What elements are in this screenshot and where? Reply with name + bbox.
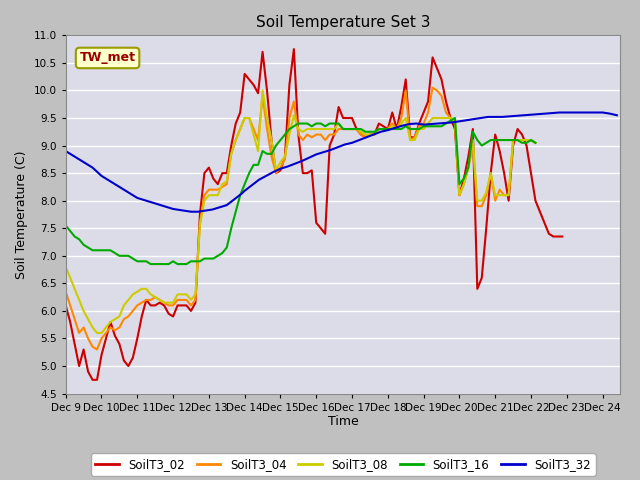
Y-axis label: Soil Temperature (C): Soil Temperature (C) — [15, 150, 28, 279]
X-axis label: Time: Time — [328, 415, 358, 429]
Text: TW_met: TW_met — [79, 51, 136, 64]
Title: Soil Temperature Set 3: Soil Temperature Set 3 — [256, 15, 430, 30]
Legend: SoilT3_02, SoilT3_04, SoilT3_08, SoilT3_16, SoilT3_32: SoilT3_02, SoilT3_04, SoilT3_08, SoilT3_… — [90, 453, 596, 476]
